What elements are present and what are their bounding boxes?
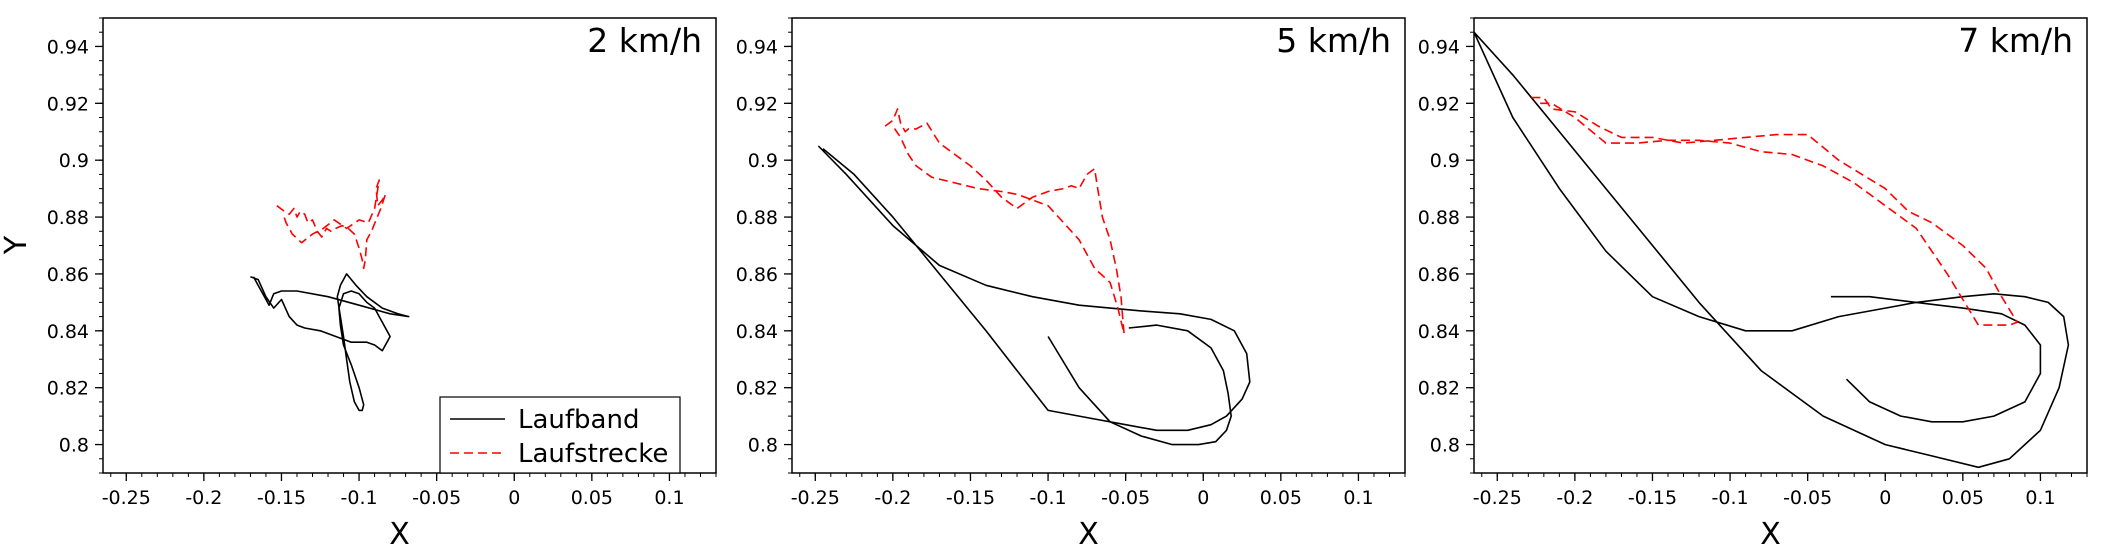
y-tick-label: 0.88 [1418,207,1460,229]
y-tick-label: 0.94 [1418,36,1460,58]
y-tick-label: 0.82 [736,378,778,400]
y-tick-label: 0.8 [59,435,89,457]
legend-box [439,396,681,474]
series-line-laufband [1047,324,1232,446]
x-tick-label: 0.05 [1260,487,1302,509]
legend-label: Laufband [518,405,639,435]
y-tick-label: 0.84 [736,321,778,343]
x-tick-label: -0.15 [257,487,306,509]
y-tick-label: 0.84 [1418,321,1460,343]
x-tick-label: 0 [1197,487,1209,509]
x-tick-label: 0.05 [1942,487,1984,509]
y-tick-label: 0.9 [59,150,89,172]
legend-label: Laufstrecke [518,439,668,469]
y-tick-label: 0.92 [1418,93,1460,115]
plot-frame [1473,17,2088,474]
y-tick-label: 0.86 [1418,264,1460,286]
chart-panel-2: -0.25 -0.2 -0.15 -0.1 -0.05 0 0.05 0.1 0.8 0.82 0.… [736,17,1406,548]
series-line-laufband [250,273,410,412]
y-tick-label: 0.94 [736,36,778,58]
y-tick-label: 0.82 [1418,378,1460,400]
panel-title: 7 km/h [1958,21,2073,60]
series-line-laufstrecke [276,179,387,270]
x-tick-label: 0.05 [571,487,613,509]
series-line-laufstrecke [884,108,1125,335]
x-axis-title: X [1078,517,1099,548]
x-tick-label: -0.05 [1101,487,1150,509]
chart-panel-1: -0.25 -0.2 -0.15 -0.1 -0.05 0 0.05 0.1 0.8 0.82 0.… [0,17,717,548]
y-tick-label: 0.86 [736,264,778,286]
x-tick-label: 0.1 [654,487,684,509]
panel-title: 2 km/h [587,21,702,60]
y-axis-title: Y [0,235,34,255]
x-tick-label: -0.1 [1712,487,1749,509]
chart-panel-3: -0.25 -0.2 -0.15 -0.1 -0.05 0 0.05 0.1 0.8 0.82 0.… [1418,17,2088,548]
y-tick-label: 0.8 [1430,435,1460,457]
panel-title: 5 km/h [1276,21,1391,60]
y-tick-label: 0.92 [47,93,89,115]
series-line-laufband [817,145,1251,432]
y-tick-label: 0.86 [47,264,89,286]
x-tick-label: -0.05 [412,487,461,509]
y-tick-label: 0.94 [47,36,89,58]
y-tick-label: 0.8 [748,435,778,457]
y-tick-label: 0.88 [736,207,778,229]
x-tick-label: -0.1 [341,487,378,509]
y-tick-label: 0.88 [47,207,89,229]
y-tick-label: 0.92 [736,93,778,115]
y-tick-label: 0.9 [1430,150,1460,172]
series-line-laufband [1830,295,2042,423]
y-tick-label: 0.82 [47,378,89,400]
x-tick-label: -0.15 [946,487,995,509]
x-tick-label: -0.2 [874,487,911,509]
series-line-laufband [1474,31,2070,469]
x-tick-label: 0 [1879,487,1891,509]
x-tick-label: -0.05 [1783,487,1832,509]
x-tick-label: -0.25 [791,487,840,509]
series-line-laufstrecke [1531,96,2018,326]
x-tick-label: -0.2 [185,487,222,509]
plot-frame [791,17,1406,474]
x-tick-label: 0.1 [2025,487,2055,509]
x-tick-label: -0.25 [1473,487,1522,509]
x-axis-title: X [389,517,410,548]
legend: Laufband Laufstrecke [439,396,681,474]
y-tick-label: 0.9 [748,150,778,172]
x-axis-title: X [1760,517,1781,548]
x-tick-label: -0.2 [1556,487,1593,509]
x-tick-label: -0.1 [1030,487,1067,509]
x-tick-label: 0.1 [1343,487,1373,509]
x-tick-label: 0 [508,487,520,509]
x-tick-label: -0.15 [1628,487,1677,509]
x-tick-label: -0.25 [102,487,151,509]
y-tick-label: 0.84 [47,321,89,343]
